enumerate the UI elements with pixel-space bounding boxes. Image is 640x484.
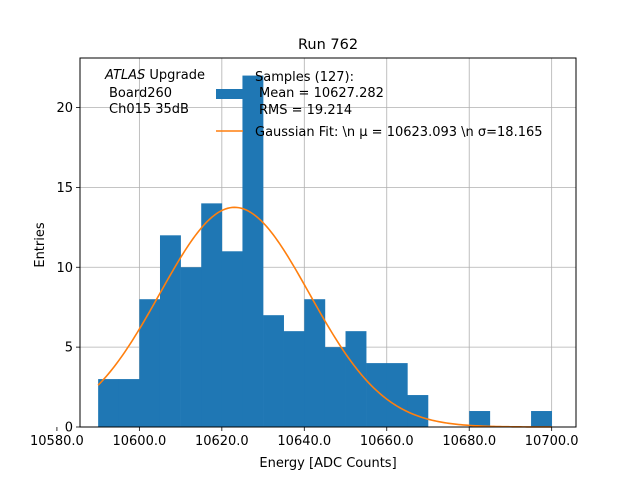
gaussian-fit <box>97 206 552 428</box>
histogram-bar <box>283 331 305 427</box>
x-tick-label: 10680.0 <box>442 434 496 449</box>
y-tick-label: 0 <box>65 421 73 436</box>
histogram-bar <box>386 363 408 427</box>
x-tick-label: 10620.0 <box>195 434 249 449</box>
histogram-bar <box>201 203 223 427</box>
histogram-bar <box>118 379 140 427</box>
channel-label: Ch015 35dB <box>109 102 189 117</box>
histogram-bar <box>407 395 429 427</box>
histogram-bar <box>98 379 120 427</box>
legend: Samples (127): Mean = 10627.282 RMS = 19… <box>216 70 543 140</box>
x-tick-label: 10580.0 <box>30 434 84 449</box>
legend-histogram-swatch <box>216 89 243 99</box>
histogram-bar <box>263 315 284 427</box>
histogram-bar <box>345 331 367 427</box>
legend-mean: Mean = 10627.282 <box>259 86 384 101</box>
histogram-bar <box>304 299 326 427</box>
y-tick-label: 5 <box>65 341 73 356</box>
axes-frame <box>79 57 577 428</box>
x-axis-label: Energy [ADC Counts] <box>259 456 396 471</box>
legend-fit-label: Gaussian Fit: \n μ = 10623.093 \n σ=18.1… <box>255 125 543 140</box>
histogram-bars <box>98 75 552 428</box>
legend-samples-count: Samples (127): <box>255 70 354 85</box>
y-tick-label: 15 <box>56 181 73 196</box>
atlas-annotation: ATLAS Upgrade Board260 Ch015 35dB <box>104 68 205 117</box>
histogram-bar <box>159 235 181 427</box>
board-label: Board260 <box>109 86 172 101</box>
legend-rms: RMS = 19.214 <box>259 103 352 118</box>
histogram-bar <box>242 75 264 428</box>
y-axis-ticks: 0 5 10 15 20 <box>56 101 80 436</box>
y-tick-label: 10 <box>56 261 73 276</box>
y-axis-label: Entries <box>33 222 48 268</box>
svg-text:ATLAS Upgrade: ATLAS Upgrade <box>104 68 205 83</box>
atlas-label: ATLAS <box>104 68 145 83</box>
gaussian-fit-curve <box>97 206 552 428</box>
histogram-bar <box>324 347 346 427</box>
histogram-bar <box>366 363 388 427</box>
x-tick-label: 10600.0 <box>112 434 166 449</box>
histogram-bar <box>469 411 491 427</box>
upgrade-label: Upgrade <box>145 68 205 83</box>
y-tick-label: 20 <box>56 101 73 116</box>
x-tick-label: 10700.0 <box>525 434 579 449</box>
histogram-bar <box>139 299 161 427</box>
histogram-bar <box>531 411 552 427</box>
x-tick-label: 10660.0 <box>360 434 414 449</box>
histogram-bar <box>180 267 202 427</box>
chart-title: Run 762 <box>298 37 358 53</box>
histogram-bar <box>221 251 243 427</box>
x-axis-ticks: 10580.0 10600.0 10620.0 10640.0 10660.0 10680… <box>30 427 579 449</box>
x-tick-label: 10640.0 <box>277 434 331 449</box>
